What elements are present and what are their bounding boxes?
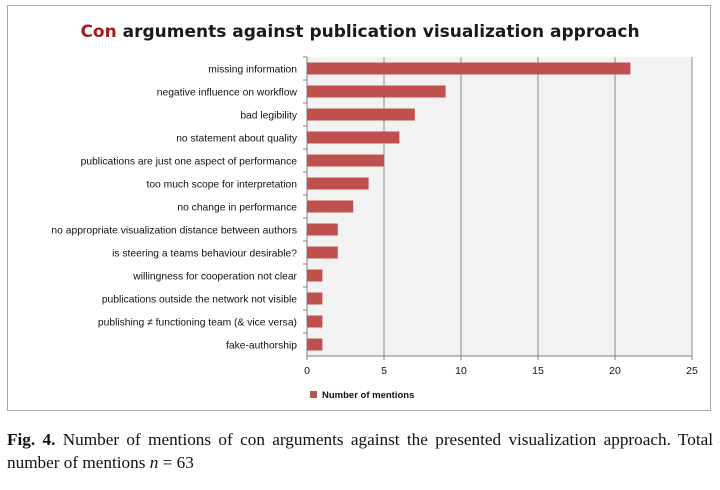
chart-title: Con arguments against publication visual… [8,22,712,42]
category-label-9: willingness for cooperation not clear [132,272,297,283]
chart-title-rest: arguments against publication visualizat… [116,22,640,42]
figure-caption: Fig. 4. Number of mentions of con argume… [7,428,713,474]
caption-variable: n [149,453,159,472]
caption-text: Number of mentions of con arguments agai… [7,430,713,472]
bar-11 [307,315,323,328]
bar-8 [307,246,338,259]
category-label-3: no statement about quality [176,134,298,145]
bar-10 [307,292,323,305]
x-tick-label-4: 20 [609,365,621,377]
bar-3 [307,131,400,144]
x-tick-label-2: 10 [455,365,467,377]
category-label-11: publishing ≠ functioning team (& vice ve… [98,318,297,329]
category-label-2: bad legibility [240,111,298,122]
x-tick-label-1: 5 [381,365,387,377]
category-label-1: negative influence on workflow [157,88,298,99]
legend-label: Number of mentions [322,390,414,401]
plot-area [307,57,692,356]
category-label-6: no change in performance [177,203,297,214]
category-label-10: publications outside the network not vis… [102,295,297,306]
x-tick-label-0: 0 [304,365,310,377]
bar-4 [307,154,384,167]
category-label-4: publications are just one aspect of perf… [81,157,298,168]
x-tick-label-3: 15 [532,365,544,377]
legend-swatch [310,391,317,398]
bar-7 [307,223,338,236]
bar-2 [307,108,415,121]
category-label-0: missing information [208,65,297,76]
chart-frame: Con arguments against publication visual… [7,5,711,411]
bar-chart: missing information negative influence on… [51,56,698,401]
bar-9 [307,269,323,282]
bar-0 [307,62,631,75]
caption-label: Fig. 4. [7,430,56,449]
category-label-12: fake-authorship [226,341,297,352]
category-label-7: no appropriate visualization distance be… [51,226,297,237]
category-label-5: too much scope for interpretation [146,180,297,191]
bar-12 [307,338,323,351]
x-tick-label-5: 25 [686,365,698,377]
chart-title-accent: Con [80,22,117,42]
bar-1 [307,85,446,98]
caption-text-end: = 63 [158,453,194,472]
bar-6 [307,200,354,213]
category-label-8: is steering a teams behaviour desirable? [112,249,297,260]
bar-5 [307,177,369,190]
